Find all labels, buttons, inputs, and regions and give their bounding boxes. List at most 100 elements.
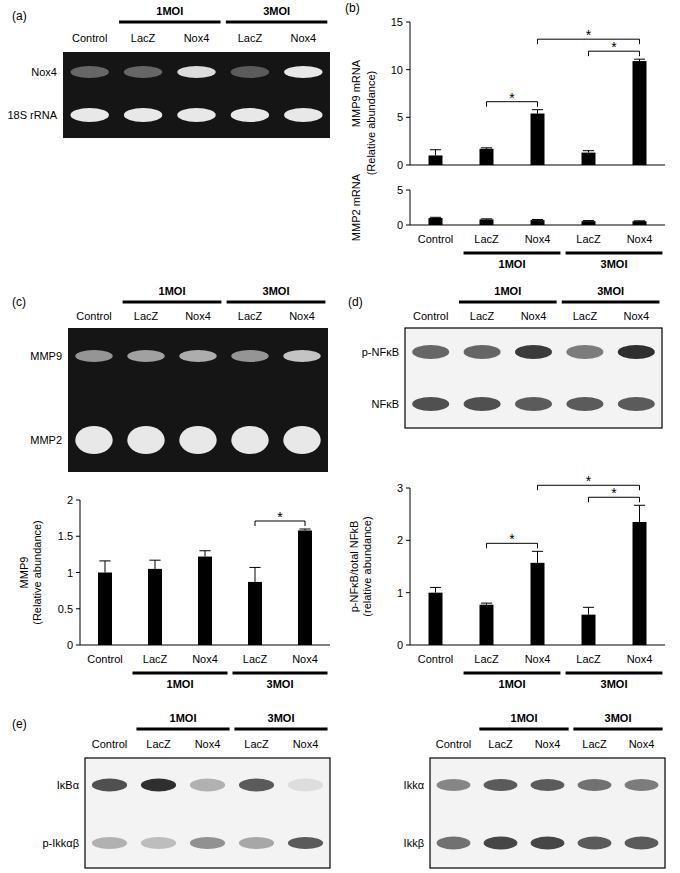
bar-chart: MMP2 mRNA05ControlLacZNox4LacZNox41MOI3M… — [350, 173, 665, 270]
axis-title: MMP9 — [18, 557, 30, 589]
row-label: Ikkβ — [404, 837, 424, 849]
error-cap — [634, 59, 645, 60]
group-label: 1MOI — [167, 678, 194, 690]
y-tick-label: 2 — [67, 494, 73, 506]
bars — [429, 59, 647, 165]
group-line — [136, 728, 229, 731]
lane-label: LacZ — [244, 738, 269, 750]
group-label: 1MOI — [170, 712, 197, 724]
blot-image — [430, 758, 665, 868]
bars — [429, 505, 647, 645]
axis-title: (relative abundance) — [361, 516, 373, 616]
bar — [582, 221, 596, 225]
y-tick-label: 1.5 — [58, 530, 73, 542]
lane-label: LacZ — [134, 310, 159, 322]
group-line — [119, 21, 220, 24]
band — [239, 779, 274, 792]
error-bar — [537, 551, 538, 563]
error-bar — [435, 150, 436, 156]
group-line — [234, 728, 327, 731]
lane-label: Control — [418, 233, 453, 245]
blot-panel: (d)ControlLacZNox4LacZNox41MOI3MOIp-NFκB… — [348, 285, 662, 428]
band — [141, 779, 176, 792]
bar — [531, 563, 545, 645]
significance-label: * — [277, 509, 283, 525]
lane-label: LacZ — [131, 32, 156, 44]
bar — [98, 573, 112, 646]
lane-label: Nox4 — [627, 233, 653, 245]
y-tick — [406, 22, 410, 23]
band — [231, 108, 269, 122]
band — [484, 779, 518, 791]
error-cap — [149, 560, 160, 561]
y-tick-label: 0 — [397, 219, 403, 231]
band — [75, 426, 112, 454]
band — [127, 350, 164, 362]
band — [124, 108, 162, 122]
error-bar — [155, 560, 156, 569]
error-bar — [588, 607, 589, 614]
y-tick — [406, 592, 410, 593]
band — [124, 66, 162, 78]
panel-label: (e) — [12, 717, 27, 731]
row-label: MMP2 — [30, 434, 62, 446]
lane-label: Nox4 — [293, 738, 319, 750]
lane-label: Control — [413, 310, 448, 322]
blot-panel: (a)ControlLacZNox4LacZNox41MOI3MOINox418… — [7, 5, 330, 138]
band — [437, 779, 471, 791]
lane-label: Nox4 — [525, 233, 551, 245]
bar — [480, 149, 494, 165]
group-line — [479, 728, 568, 731]
lane-label: Control — [418, 653, 453, 665]
figure: (a)ControlLacZNox4LacZNox41MOI3MOINox418… — [0, 0, 680, 873]
lane-label: Nox4 — [195, 738, 221, 750]
bar — [298, 530, 312, 645]
error-cap — [99, 560, 110, 561]
blot-panel: ControlLacZNox4LacZNox41MOI3MOIIkkαIkkβ — [404, 712, 665, 868]
error-bar — [205, 551, 206, 557]
error-bar — [255, 567, 256, 582]
axis-title: MMP2 mRNA — [350, 173, 362, 241]
lane-label: Nox4 — [535, 738, 561, 750]
lane-label: Nox4 — [623, 310, 649, 322]
error-cap — [299, 529, 310, 530]
y-tick — [76, 536, 80, 537]
band — [515, 345, 552, 359]
y-tick-label: 2 — [397, 534, 403, 546]
bar — [633, 61, 647, 165]
panel-label: (d) — [348, 295, 363, 309]
lane-label: LacZ — [238, 32, 263, 44]
y-tick-label: 5 — [397, 184, 403, 196]
group-label: 1MOI — [499, 258, 526, 270]
background — [0, 0, 680, 873]
y-axis — [410, 190, 411, 225]
y-tick-label: 1 — [67, 567, 73, 579]
band — [179, 426, 216, 454]
bar — [198, 557, 212, 645]
y-tick — [406, 69, 410, 70]
error-cap — [430, 587, 441, 588]
bar — [480, 605, 494, 645]
band — [70, 108, 108, 122]
band — [141, 837, 176, 849]
y-tick-label: 15 — [391, 16, 403, 28]
row-label: IκBα — [57, 779, 80, 791]
error-cap — [583, 220, 594, 221]
lane-label: Nox4 — [525, 653, 551, 665]
band — [566, 397, 603, 411]
y-tick-label: 0 — [397, 159, 403, 171]
blot-panel: (c)ControlLacZNox4LacZNox41MOI3MOIMMP9MM… — [12, 285, 328, 472]
group-line — [133, 672, 228, 675]
lane-label: Nox4 — [627, 653, 653, 665]
error-cap — [532, 219, 543, 220]
lane-label: Nox4 — [192, 653, 218, 665]
error-cap — [532, 109, 543, 110]
lane-label: Control — [92, 738, 127, 750]
blot-image — [68, 328, 328, 472]
band — [231, 66, 269, 78]
band — [283, 426, 320, 454]
bar-chart: MMP9(Relative abundance)00.511.52Control… — [18, 494, 330, 690]
row-label: Ikkα — [404, 779, 425, 791]
band — [618, 397, 655, 411]
error-cap — [583, 607, 594, 608]
